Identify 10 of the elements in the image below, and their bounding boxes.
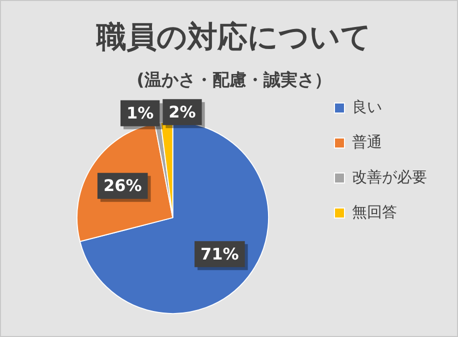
legend-label: 改善が必要 xyxy=(352,168,427,186)
legend-label: 普通 xyxy=(352,132,382,151)
data-label: 71% xyxy=(200,244,239,264)
data-label: 2% xyxy=(168,102,196,122)
chart-title: 職員の対応について xyxy=(96,20,372,55)
data-label: 1% xyxy=(126,103,154,122)
legend-label: 良い xyxy=(352,98,382,116)
data-label: 26% xyxy=(103,176,142,196)
chart-subtitle: (温かさ・配慮・誠実さ） xyxy=(136,70,332,91)
legend-label: 無回答 xyxy=(352,202,397,221)
